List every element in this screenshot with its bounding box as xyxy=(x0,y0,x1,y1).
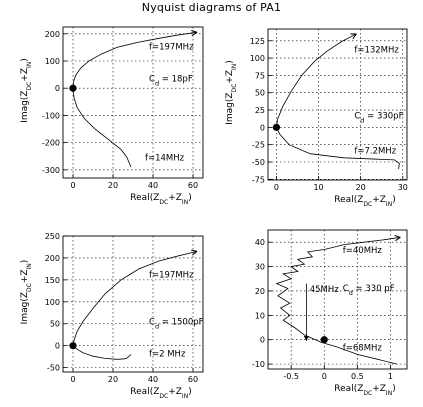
annotation-label: 45MHz xyxy=(310,285,340,295)
y-tick-label: -200 xyxy=(42,139,60,148)
curve-arrowhead xyxy=(191,249,198,256)
x-tick-label: 60 xyxy=(188,375,198,384)
y-tick-label: 75 xyxy=(255,71,265,80)
annotation-label: f=197MHz xyxy=(149,43,194,53)
series-line xyxy=(72,251,198,360)
plot-frame xyxy=(267,28,408,181)
x-tick-label: 40 xyxy=(148,375,158,384)
plot-frame xyxy=(62,235,204,373)
y-tick-label: 50 xyxy=(50,320,60,329)
y-tick-label: 200 xyxy=(45,254,60,263)
curve-arrowhead xyxy=(191,29,198,36)
y-tick-label: -10 xyxy=(252,360,265,369)
chart-top-left: 0 20 40 60 -300 -200 -100 0 100 200 Real(ZDC+ZIN) I… xyxy=(20,26,204,206)
plot-frame xyxy=(267,229,408,370)
y-tick-label: 0 xyxy=(55,342,60,351)
y-tick-label: 25 xyxy=(255,106,265,115)
x-tick-label: 0 xyxy=(70,375,75,384)
y-tick-label: 0 xyxy=(260,123,265,132)
plot-frame xyxy=(62,26,204,179)
annotation-label: Cd = 330pF xyxy=(354,111,403,124)
chart-bottom-left: 0 20 40 60 -50 0 50 100 150 200 250 Real(ZDC+ZIN) Im… xyxy=(20,232,204,400)
y-axis-label: Imag(ZDC+ZIN) xyxy=(20,260,33,325)
y-tick-label: 20 xyxy=(255,287,265,296)
series-line xyxy=(72,31,198,168)
y-tick-label: -75 xyxy=(252,175,265,184)
y-tick-label: -100 xyxy=(42,111,60,120)
pointer-arrowhead xyxy=(303,335,309,341)
y-axis-label: Imag(ZDC+ZIN) xyxy=(20,58,33,123)
origin-marker xyxy=(320,336,328,344)
y-tick-label: -300 xyxy=(42,166,60,175)
origin-marker xyxy=(272,123,281,131)
y-tick-label: 100 xyxy=(45,57,60,66)
y-tick-label: 100 xyxy=(45,298,60,307)
x-tick-label: 20 xyxy=(108,375,118,384)
annotation-label: f=40MHz xyxy=(343,246,383,256)
y-tick-label: 150 xyxy=(45,276,60,285)
y-tick-label: 0 xyxy=(260,336,265,345)
origin-marker xyxy=(69,84,77,92)
y-tick-label: 50 xyxy=(255,89,265,98)
curve-arrowhead xyxy=(350,33,357,39)
annotation-label: f=2 MHz xyxy=(149,350,186,360)
annotation-label: f=197MHz xyxy=(149,271,194,281)
x-axis-label: Real(ZDC+ZIN) xyxy=(130,387,191,400)
y-tick-label: 125 xyxy=(250,37,265,46)
y-tick-label: 40 xyxy=(255,238,265,247)
origin-marker xyxy=(69,342,77,350)
x-axis-label: Real(ZDC+ZIN) xyxy=(130,193,191,206)
annotation-label: Cd = 1500pF xyxy=(149,318,204,331)
y-tick-label: 10 xyxy=(255,311,265,320)
x-tick-label: -0.5 xyxy=(283,372,299,381)
annotation-label: Cd = 330 pF xyxy=(343,284,395,297)
annotation-label: f=132MHz xyxy=(354,46,399,56)
y-tick-label: -25 xyxy=(252,141,265,150)
y-axis-label: Imag(ZDC+ZIN) xyxy=(225,60,238,125)
y-tick-label: -50 xyxy=(47,364,60,373)
y-tick-label: 0 xyxy=(55,84,60,93)
x-tick-label: 1 xyxy=(388,372,393,381)
figure-title: Nyquist diagrams of PA1 xyxy=(141,1,282,14)
y-tick-label: 30 xyxy=(255,263,265,272)
chart-bottom-right: -0.5 0 0.5 1 -10 0 10 20 30 40 Real(ZDC+ZIN) f=40MH… xyxy=(252,229,408,397)
y-tick-label: 200 xyxy=(45,30,60,39)
annotation-label: f=7.2MHz xyxy=(354,147,396,157)
x-axis-label: Real(ZDC+ZIN) xyxy=(334,384,395,397)
x-tick-label: 30 xyxy=(398,183,408,192)
x-tick-label: 0.5 xyxy=(351,372,364,381)
x-tick-label: 40 xyxy=(148,181,158,190)
annotation-label: Cd = 18pF xyxy=(149,74,193,87)
series-line xyxy=(275,236,401,365)
curve-arrowhead xyxy=(394,235,401,242)
x-tick-label: 10 xyxy=(313,183,323,192)
x-tick-label: 20 xyxy=(356,183,366,192)
x-tick-label: 20 xyxy=(108,181,118,190)
y-tick-label: 250 xyxy=(45,232,60,241)
x-axis-label: Real(ZDC+ZIN) xyxy=(334,195,395,208)
x-tick-label: 0 xyxy=(274,183,279,192)
x-tick-label: 0 xyxy=(70,181,75,190)
annotation-label: f=68MHz xyxy=(343,344,383,354)
y-tick-label: -50 xyxy=(252,158,265,167)
x-tick-label: 60 xyxy=(188,181,198,190)
x-tick-label: 0 xyxy=(322,372,327,381)
y-tick-label: 100 xyxy=(250,54,265,63)
annotation-label: f=14MHz xyxy=(145,153,185,163)
chart-top-right: 0 10 20 30 -75 -50 -25 0 25 50 75 100 125 Real(ZDC+ZI… xyxy=(225,28,408,208)
